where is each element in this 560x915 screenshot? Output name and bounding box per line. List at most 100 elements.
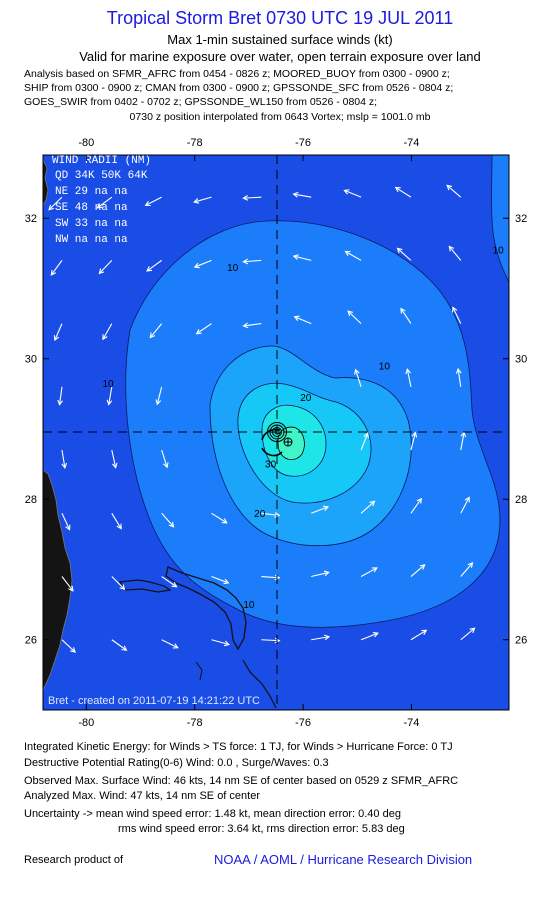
wind-arrow (111, 639, 128, 651)
analysis-line-2: SHIP from 0300 - 0900 z; CMAN from 0300 … (24, 82, 454, 94)
wind-radii-row: SW 33 na na (55, 218, 128, 230)
y-tick-label-left: 30 (25, 354, 37, 366)
wind-arrow (193, 196, 212, 204)
wind-arrow (53, 323, 63, 342)
wind-arrow (161, 512, 175, 528)
contour-35kt (261, 428, 283, 457)
analysis-line-1: Analysis based on SFMR_AFRC from 0454 - … (24, 68, 450, 80)
wind-arrow (61, 576, 74, 592)
wind-arrow (61, 513, 71, 531)
wind-radii-row: NE 29 na na (55, 186, 128, 198)
wind-radii-row: SE 48 na na (55, 202, 128, 214)
grand-bahama (118, 579, 172, 593)
contour-label: 10 (227, 263, 239, 274)
wind-arrow (211, 639, 230, 647)
wind-arrow (311, 505, 330, 514)
wind-arrow (360, 432, 369, 451)
wind-arrow (146, 259, 162, 272)
wind-contours (125, 155, 509, 628)
wind-arrow (311, 634, 331, 641)
contour-label: 30 (265, 460, 277, 471)
wind-arrow (410, 497, 423, 514)
contour-label: 20 (254, 509, 266, 520)
analyzed-wind-line: Analyzed Max. Wind: 47 kts, 14 nm SE of … (24, 790, 260, 802)
position-line: 0730 z position interpolated from 0643 V… (129, 111, 431, 123)
wind-arrow (460, 627, 476, 641)
chart-subtitle: Max 1-min sustained surface winds (kt) (167, 32, 393, 47)
wind-arrow (48, 196, 63, 211)
x-tick-label-bottom: -78 (187, 717, 203, 729)
wind-arrow (394, 186, 412, 198)
uncertainty-line-1: Uncertainty -> mean wind speed error: 1.… (24, 808, 401, 820)
x-tick-label-top: -80 (78, 137, 94, 149)
wind-arrow (360, 567, 378, 578)
x-tick-label-top: -74 (404, 137, 420, 149)
plot-frame (42, 154, 510, 711)
wind-arrow (460, 562, 474, 577)
x-tick-label-bottom: -80 (78, 717, 94, 729)
wind-arrow (292, 254, 312, 261)
wind-arrow (102, 323, 113, 341)
contour-labels: 10 10 10 10 10 20 20 30 (102, 245, 504, 611)
wind-arrow (292, 191, 312, 198)
credit-line: Bret - created on 2011-07-19 14:21:22 UT… (48, 695, 260, 707)
wind-arrow (161, 639, 179, 649)
wind-arrow (344, 250, 362, 261)
georgia-coast (43, 159, 49, 206)
wind-arrow (242, 195, 262, 201)
contour-band-45kt (277, 426, 305, 461)
contour-label: 20 (300, 393, 312, 404)
abaco-island (165, 566, 247, 651)
observed-wind-line: Observed Max. Surface Wind: 46 kts, 14 n… (24, 775, 459, 787)
wind-arrow (354, 368, 362, 388)
wind-arrow (195, 323, 212, 335)
x-tick-label-bottom: -76 (295, 717, 311, 729)
wind-arrow (360, 500, 376, 514)
wind-arrow (410, 564, 426, 577)
wind-arrow (242, 258, 262, 265)
x-tick-label-top: -78 (187, 137, 203, 149)
wind-radii-table: WIND RADII (NM) QD 34K 50K 64K NE 29 na … (52, 155, 151, 246)
y-tick-label-right: 26 (515, 635, 527, 647)
wind-arrow (149, 323, 163, 339)
contour-label: 10 (102, 379, 114, 390)
wind-arrow (98, 259, 113, 275)
wind-arrow (311, 570, 330, 578)
wind-arrow (360, 632, 379, 641)
wind-arrow (343, 189, 362, 198)
x-tick-label-bottom: -74 (404, 717, 420, 729)
wind-arrow (111, 513, 122, 530)
wind-radii-title: WIND RADII (NM) (52, 155, 151, 167)
wind-arrow (242, 322, 262, 329)
storm-center-marker (267, 422, 287, 442)
wind-arrow (61, 449, 68, 469)
y-tick-label-left: 28 (25, 494, 37, 506)
wind-analysis-map: 10 10 10 10 10 20 20 30 WIND RADII (NM) QD 34K … (25, 137, 528, 729)
wind-arrow (193, 259, 212, 269)
y-tick-label-left: 26 (25, 635, 37, 647)
research-product-label: Research product of (24, 854, 124, 866)
chart-title: Tropical Storm Bret 0730 UTC 19 JUL 2011 (106, 8, 454, 28)
wind-arrow (410, 629, 428, 641)
contour-label: 10 (379, 361, 391, 372)
wind-arrow (211, 576, 230, 585)
uncertainty-line-2: rms wind speed error: 3.64 kt, rms direc… (118, 823, 405, 835)
organization-link[interactable]: NOAA / AOML / Hurricane Research Divisio… (214, 852, 473, 867)
analysis-line-3: GOES_SWIR from 0402 - 0702 z; GPSSONDE_W… (24, 96, 378, 108)
wind-arrow (293, 315, 312, 325)
wind-arrow (460, 496, 470, 514)
wind-arrow (111, 576, 126, 591)
wind-arrow (405, 368, 412, 387)
wind-arrow (57, 386, 63, 406)
wind-arrow (455, 367, 462, 387)
wind-arrow (50, 260, 63, 276)
wind-arrow (261, 512, 281, 518)
valid-statement: Valid for marine exposure over water, op… (79, 49, 481, 64)
berry-islands (195, 661, 203, 681)
wind-arrow (410, 431, 418, 451)
wind-arrow (452, 306, 462, 324)
axis-ticks: -80 -80 -78 -78 -76 -76 -74 -74 26 26 28 28 30 30 32 32 (25, 137, 528, 729)
florida-coast (43, 469, 73, 691)
wind-arrow (161, 449, 169, 469)
wind-radii-row: NW na na na (55, 234, 128, 246)
